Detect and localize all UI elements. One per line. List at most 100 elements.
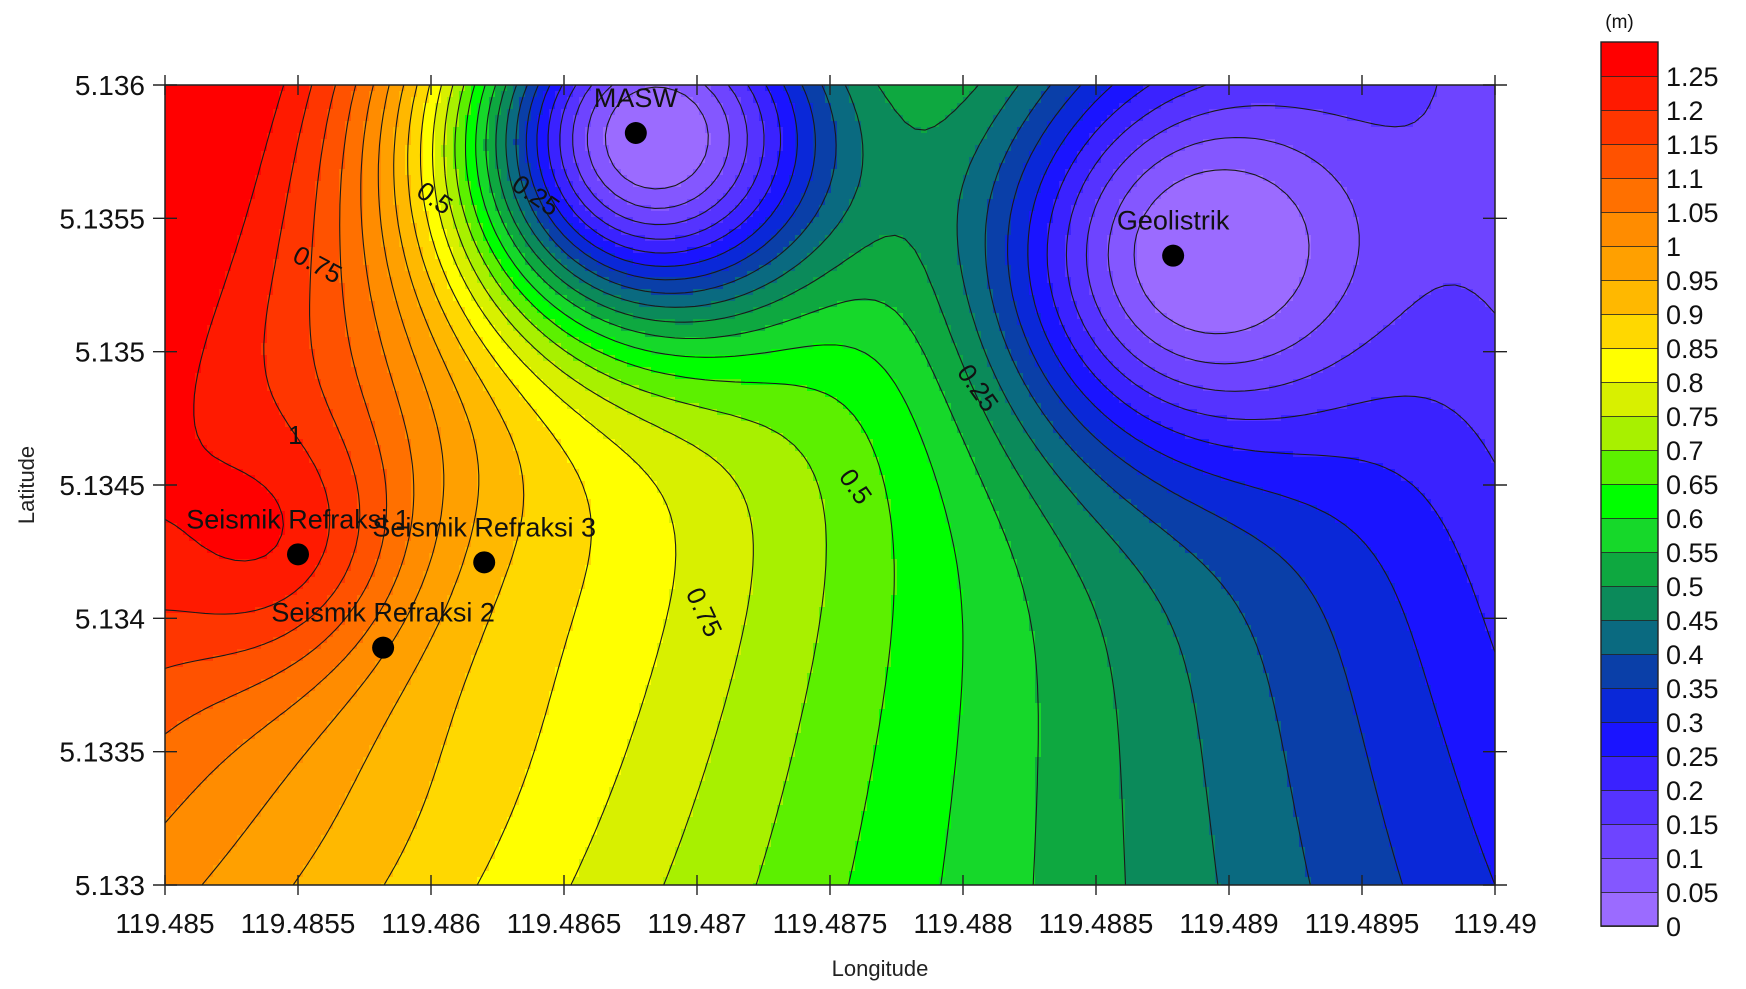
contour-cell bbox=[1125, 307, 1156, 314]
contour-cell bbox=[609, 793, 700, 800]
colorbar-tick-label: 1.25 bbox=[1666, 62, 1719, 92]
contour-cell bbox=[165, 373, 196, 380]
contour-cell bbox=[915, 331, 952, 338]
contour-cell bbox=[1041, 733, 1120, 740]
contour-cell bbox=[381, 607, 412, 614]
contour-cell bbox=[981, 331, 1006, 338]
contour-cell bbox=[573, 145, 586, 152]
contour-cell bbox=[717, 199, 742, 206]
contour-cell bbox=[165, 439, 202, 446]
colorbar-bin bbox=[1600, 891, 1659, 927]
contour-cell bbox=[1083, 325, 1108, 332]
contour-cell bbox=[765, 853, 856, 860]
contour-cell bbox=[897, 307, 940, 314]
contour-cell bbox=[753, 211, 772, 218]
contour-cell bbox=[279, 787, 352, 794]
contour-cell bbox=[945, 397, 982, 404]
contour-cell bbox=[435, 535, 472, 542]
contour-cell bbox=[177, 805, 262, 812]
contour-cell bbox=[591, 151, 610, 158]
contour-cell bbox=[375, 565, 400, 572]
contour-cell bbox=[675, 847, 766, 854]
contour-cell bbox=[375, 739, 448, 746]
contour-cell bbox=[969, 451, 1006, 458]
contour-cell bbox=[273, 391, 322, 398]
contour-cell bbox=[999, 313, 1018, 320]
contour-cell bbox=[423, 169, 436, 176]
contour-cell bbox=[747, 511, 826, 518]
contour-cell bbox=[1089, 367, 1120, 374]
contour-cell bbox=[519, 289, 538, 296]
contour-cell bbox=[453, 91, 460, 98]
contour-cell bbox=[1053, 217, 1072, 224]
contour-cell bbox=[771, 349, 862, 356]
contour-cell bbox=[891, 613, 964, 620]
contour-cell bbox=[477, 883, 574, 885]
contour-cell bbox=[465, 403, 496, 410]
contour-cell bbox=[999, 433, 1030, 440]
contour-cell bbox=[855, 103, 892, 110]
contour-cell bbox=[165, 355, 202, 362]
contour-cell bbox=[507, 817, 598, 824]
contour-cell bbox=[519, 799, 610, 806]
contour-cell bbox=[645, 469, 730, 476]
colorbar-tick-label: 1 bbox=[1666, 232, 1681, 262]
contour-cell bbox=[315, 355, 352, 362]
contour-cell bbox=[405, 847, 496, 854]
colorbar-tick-label: 0.4 bbox=[1666, 640, 1704, 670]
contour-cell bbox=[687, 817, 778, 824]
contour-cell bbox=[1029, 607, 1096, 614]
contour-cell bbox=[897, 571, 958, 578]
contour-cell bbox=[963, 367, 994, 374]
contour-cell bbox=[1029, 349, 1054, 356]
contour-cell bbox=[897, 577, 958, 584]
contour-cell bbox=[375, 571, 400, 578]
contour-cell bbox=[747, 187, 772, 194]
contour-cell bbox=[531, 367, 562, 374]
contour-cell bbox=[393, 583, 424, 590]
contour-cell bbox=[1305, 271, 1354, 278]
contour-cell bbox=[1209, 439, 1486, 446]
contour-cell bbox=[657, 655, 736, 662]
contour-cell bbox=[1107, 85, 1144, 92]
contour-cell bbox=[783, 247, 814, 254]
contour-cell bbox=[423, 187, 436, 194]
contour-cell bbox=[1203, 775, 1288, 782]
contour-cell bbox=[1425, 493, 1495, 500]
contour-cell bbox=[501, 235, 514, 242]
contour-cell bbox=[465, 673, 556, 680]
contour-cell bbox=[1119, 205, 1150, 212]
contour-cell bbox=[417, 589, 454, 596]
contour-cell bbox=[831, 229, 958, 236]
contour-cell bbox=[927, 361, 964, 368]
contour-cell bbox=[1065, 325, 1084, 332]
contour-cell bbox=[339, 277, 370, 284]
contour-cell bbox=[1137, 145, 1186, 152]
contour-cell bbox=[615, 439, 688, 446]
contour-cell bbox=[285, 631, 334, 638]
contour-cell bbox=[435, 199, 448, 206]
contour-cell bbox=[609, 799, 694, 806]
contour-cell bbox=[705, 763, 790, 770]
contour-cell bbox=[477, 169, 490, 176]
contour-cell bbox=[939, 883, 1036, 885]
contour-cell bbox=[555, 175, 568, 182]
colorbar-tick-label: 0.55 bbox=[1666, 538, 1719, 568]
contour-cell bbox=[411, 523, 442, 530]
contour-cell bbox=[1293, 145, 1495, 152]
contour-cell bbox=[261, 151, 298, 158]
contour-cell bbox=[939, 121, 994, 128]
contour-cell bbox=[1461, 553, 1495, 560]
contour-cell bbox=[591, 109, 616, 116]
contour-cell bbox=[1473, 289, 1495, 296]
contour-cell bbox=[465, 349, 490, 356]
contour-cell bbox=[1341, 649, 1420, 656]
contour-cell bbox=[801, 85, 826, 92]
contour-cell bbox=[1293, 565, 1384, 572]
contour-cell bbox=[1071, 409, 1102, 416]
contour-cell bbox=[795, 751, 874, 758]
contour-cell bbox=[771, 835, 862, 842]
contour-cell bbox=[459, 703, 550, 710]
contour-cell bbox=[339, 811, 418, 818]
contour-cell bbox=[507, 823, 598, 830]
